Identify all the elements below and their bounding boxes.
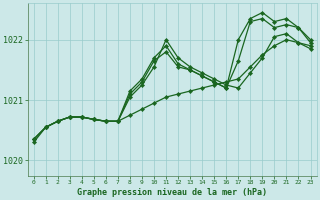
X-axis label: Graphe pression niveau de la mer (hPa): Graphe pression niveau de la mer (hPa) [77,188,267,197]
